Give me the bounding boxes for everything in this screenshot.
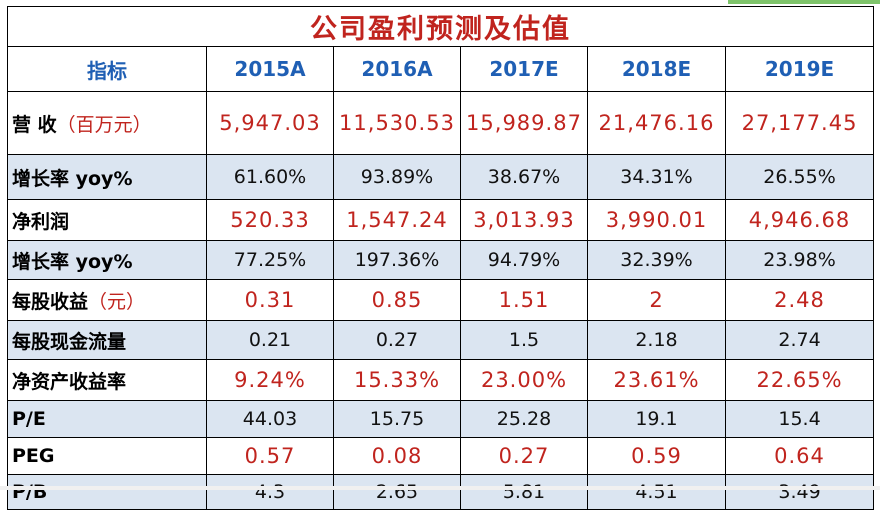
row-label-text: PEG	[12, 445, 55, 467]
value-cell: 2	[587, 279, 726, 321]
header-year: 2015A	[206, 46, 334, 92]
header-year: 2016A	[333, 46, 461, 92]
row-label-text: P/B	[12, 481, 48, 503]
header-year: 2017E	[460, 46, 588, 92]
value-cell: 19.1	[587, 400, 726, 438]
row-label-text: P/E	[12, 408, 46, 430]
value-cell: 5.81	[460, 474, 588, 510]
row-label: 增长率 yoy%	[7, 240, 207, 280]
table-row: P/E 44.03 15.75 25.28 19.1 15.4	[7, 400, 875, 438]
header-label: 指标	[7, 46, 207, 92]
table-row: 增长率 yoy% 61.60% 93.89% 38.67% 34.31% 26.55%	[7, 154, 875, 200]
value-cell: 15.75	[333, 400, 461, 438]
row-label-text: 营 收	[12, 113, 57, 136]
value-cell: 0.27	[460, 437, 588, 475]
value-cell: 44.03	[206, 400, 334, 438]
row-label: P/B	[7, 474, 207, 510]
value-cell: 4.3	[206, 474, 334, 510]
table-row: PEG 0.57 0.08 0.27 0.59 0.64	[7, 437, 875, 475]
value-cell: 3,013.93	[460, 199, 588, 241]
value-cell: 22.65%	[724, 359, 875, 401]
value-cell: 0.85	[333, 279, 461, 321]
row-label: 每股现金流量	[7, 320, 207, 360]
value-cell: 15.33%	[333, 359, 461, 401]
value-cell: 93.89%	[333, 154, 461, 200]
value-cell: 3,990.01	[587, 199, 726, 241]
value-cell: 0.08	[333, 437, 461, 475]
value-cell: 5,947.03	[206, 91, 334, 155]
value-cell: 34.31%	[587, 154, 726, 200]
row-label-text: 净利润	[12, 210, 70, 233]
table-row: 营 收（百万元） 5,947.03 11,530.53 15,989.87 21,476…	[7, 91, 875, 155]
row-label: 净资产收益率	[7, 359, 207, 401]
value-cell: 197.36%	[333, 240, 461, 280]
value-cell: 9.24%	[206, 359, 334, 401]
value-cell: 4,946.68	[724, 199, 875, 241]
value-cell: 1,547.24	[333, 199, 461, 241]
value-cell: 2.65	[333, 474, 461, 510]
value-cell: 23.98%	[724, 240, 875, 280]
table-row: 每股收益（元） 0.31 0.85 1.51 2 2.48	[7, 279, 875, 321]
header-accent-strip	[728, 0, 880, 4]
value-cell: 0.21	[206, 320, 334, 360]
row-label: PEG	[7, 437, 207, 475]
row-label-text: 净资产收益率	[12, 370, 127, 393]
value-cell: 77.25%	[206, 240, 334, 280]
value-cell: 21,476.16	[587, 91, 726, 155]
value-cell: 11,530.53	[333, 91, 461, 155]
forecast-table: 公司盈利预测及估值 指标 2015A 2016A 2017E 2018E 201…	[6, 6, 875, 510]
value-cell: 23.00%	[460, 359, 588, 401]
value-cell: 4.51	[587, 474, 726, 510]
row-label: 净利润	[7, 199, 207, 241]
value-cell: 2.18	[587, 320, 726, 360]
value-cell: 38.67%	[460, 154, 588, 200]
value-cell: 2.48	[724, 279, 875, 321]
table-row: 净资产收益率 9.24% 15.33% 23.00% 23.61% 22.65%	[7, 359, 875, 401]
row-label: 每股收益（元）	[7, 279, 207, 321]
value-cell: 0.59	[587, 437, 726, 475]
table-title: 公司盈利预测及估值	[6, 6, 875, 47]
row-label-unit: （百万元）	[56, 113, 152, 136]
value-cell: 61.60%	[206, 154, 334, 200]
table-row: 净利润 520.33 1,547.24 3,013.93 3,990.01 4,946.6…	[7, 199, 875, 241]
value-cell: 520.33	[206, 199, 334, 241]
value-cell: 0.31	[206, 279, 334, 321]
header-year: 2018E	[587, 46, 726, 92]
row-label-text: 每股现金流量	[12, 330, 127, 353]
value-cell: 0.27	[333, 320, 461, 360]
value-cell: 94.79%	[460, 240, 588, 280]
row-label-text: 增长率 yoy%	[12, 167, 133, 190]
top-bar	[0, 0, 880, 6]
value-cell: 15.4	[724, 400, 875, 438]
row-label: 营 收（百万元）	[7, 91, 207, 155]
table-row: 每股现金流量 0.21 0.27 1.5 2.18 2.74	[7, 320, 875, 360]
bottom-edge	[0, 486, 880, 490]
row-label: 增长率 yoy%	[7, 154, 207, 200]
row-label-text: 每股收益	[12, 290, 89, 313]
table-row: P/B 4.3 2.65 5.81 4.51 3.49	[7, 474, 875, 510]
value-cell: 23.61%	[587, 359, 726, 401]
value-cell: 26.55%	[724, 154, 875, 200]
value-cell: 27,177.45	[724, 91, 875, 155]
header-row: 指标 2015A 2016A 2017E 2018E 2019E	[7, 46, 875, 92]
value-cell: 0.57	[206, 437, 334, 475]
row-label-unit: （元）	[88, 290, 146, 313]
table-row: 增长率 yoy% 77.25% 197.36% 94.79% 32.39% 23.98%	[7, 240, 875, 280]
value-cell: 1.5	[460, 320, 588, 360]
value-cell: 2.74	[724, 320, 875, 360]
value-cell: 1.51	[460, 279, 588, 321]
value-cell: 15,989.87	[460, 91, 588, 155]
value-cell: 25.28	[460, 400, 588, 438]
value-cell: 3.49	[724, 474, 875, 510]
value-cell: 32.39%	[587, 240, 726, 280]
value-cell: 0.64	[724, 437, 875, 475]
row-label: P/E	[7, 400, 207, 438]
header-year: 2019E	[724, 46, 875, 92]
row-label-text: 增长率 yoy%	[12, 250, 133, 273]
